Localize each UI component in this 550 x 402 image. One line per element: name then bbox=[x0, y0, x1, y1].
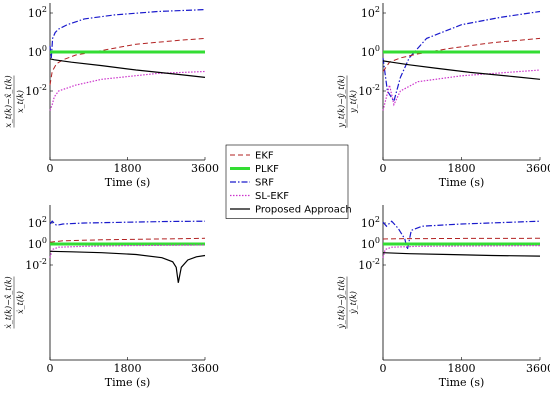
x-tick-label: 1800 bbox=[448, 162, 476, 175]
y-label-denominator: y_t(k) bbox=[349, 90, 358, 114]
x-tick-label: 1800 bbox=[448, 362, 476, 375]
x-axis-label: Time (s) bbox=[105, 176, 151, 189]
series-srf-line bbox=[49, 220, 206, 226]
x-tick-label: 3600 bbox=[191, 162, 219, 175]
x-tick-label: 0 bbox=[47, 362, 54, 375]
x-tick-label: 0 bbox=[47, 162, 54, 175]
y-label-numerator: ẋ_t(k)−x̂̇_t(k) bbox=[4, 276, 13, 328]
panel-top-right: 0 1800 3600 102 100 10-2 Time (s) y_t(k)−ŷ_t(k)… bbox=[337, 3, 550, 189]
x-tick-label: 0 bbox=[380, 362, 387, 375]
series-proposed-line bbox=[49, 58, 206, 78]
y-label-numerator: x_t(k)−x̂_t(k) bbox=[4, 75, 13, 127]
series-srf-line bbox=[49, 9, 206, 58]
series-ekf-line bbox=[382, 237, 541, 240]
series-ekf-line bbox=[49, 237, 206, 243]
y-tick-label: 102 bbox=[361, 215, 380, 230]
y-label-denominator: ẋ_t(k) bbox=[16, 291, 25, 314]
y-tick-label: 102 bbox=[28, 215, 47, 230]
legend-label-srf: SRF bbox=[255, 178, 274, 189]
y-tick-label: 102 bbox=[361, 5, 380, 20]
y-tick-label: 100 bbox=[28, 236, 47, 251]
legend-label-proposed: Proposed Approach bbox=[255, 205, 352, 216]
y-axis-label: ẋ_t(k)−x̂̇_t(k) ẋ_t(k) bbox=[4, 276, 25, 328]
series-proposed-line bbox=[382, 60, 541, 80]
series-slekf-line bbox=[382, 69, 541, 111]
panel-bottom-left: 0 1800 3600 102 100 10-2 Time (s) ẋ_t(k)−x̂̇_t(… bbox=[4, 205, 219, 389]
y-label-numerator: ẏ_t(k)−ŷ̇_t(k) bbox=[337, 276, 346, 329]
series-srf-line bbox=[382, 220, 541, 250]
panels: 0 1800 3600 102 100 10-2 Time (s) x_t(k)−x̂_t(k… bbox=[4, 3, 550, 389]
y-tick-label: 10-2 bbox=[358, 83, 380, 98]
x-axis-label: Time (s) bbox=[439, 376, 485, 389]
x-tick-label: 1800 bbox=[114, 362, 142, 375]
y-axis-label: y_t(k)−ŷ_t(k) y_t(k) bbox=[337, 75, 358, 128]
y-label-denominator: ẏ_t(k) bbox=[349, 291, 358, 315]
y-label-numerator: y_t(k)−ŷ_t(k) bbox=[337, 75, 346, 128]
x-tick-label: 3600 bbox=[526, 362, 550, 375]
y-tick-label: 100 bbox=[28, 44, 47, 59]
x-axis-label: Time (s) bbox=[439, 176, 485, 189]
series-slekf-line bbox=[382, 245, 541, 258]
x-tick-label: 3600 bbox=[526, 162, 550, 175]
x-tick-label: 3600 bbox=[191, 362, 219, 375]
legend-label-ekf: EKF bbox=[255, 151, 274, 162]
y-label-denominator: x_t(k) bbox=[16, 90, 25, 113]
y-tick-label: 100 bbox=[361, 44, 380, 59]
y-tick-label: 100 bbox=[361, 236, 380, 251]
series-ekf-line bbox=[49, 37, 206, 86]
series-slekf-line bbox=[49, 70, 206, 111]
series-proposed-line bbox=[382, 252, 541, 257]
series-proposed-line bbox=[49, 250, 206, 283]
legend-label-plkf: PLKF bbox=[255, 164, 279, 175]
x-tick-label: 0 bbox=[380, 162, 387, 175]
series-srf-line bbox=[382, 10, 541, 103]
panel-bottom-right: 0 1800 3600 102 100 10-2 Time (s) ẏ_t(k)−ŷ̇_t(k… bbox=[337, 205, 550, 389]
legend-label-slekf: SL-EKF bbox=[255, 191, 289, 202]
x-axis-label: Time (s) bbox=[105, 376, 151, 389]
panel-top-left: 0 1800 3600 102 100 10-2 Time (s) x_t(k)−x̂_t(k… bbox=[4, 3, 219, 189]
series-ekf-line bbox=[382, 37, 541, 72]
y-axis-label: ẏ_t(k)−ŷ̇_t(k) ẏ_t(k) bbox=[337, 276, 358, 329]
y-tick-label: 10-2 bbox=[25, 257, 47, 272]
legend: EKF PLKF SRF SL-EKF Proposed Approach bbox=[225, 144, 352, 219]
y-tick-label: 102 bbox=[28, 5, 47, 20]
y-tick-label: 10-2 bbox=[25, 83, 47, 98]
y-tick-label: 10-2 bbox=[358, 257, 380, 272]
x-tick-label: 1800 bbox=[114, 162, 142, 175]
y-axis-label: x_t(k)−x̂_t(k) x_t(k) bbox=[4, 75, 25, 127]
